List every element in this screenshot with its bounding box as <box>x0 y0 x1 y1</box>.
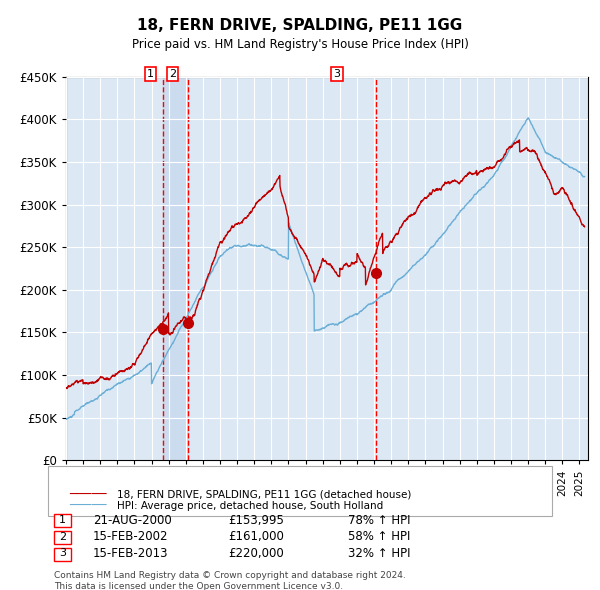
Text: 78% ↑ HPI: 78% ↑ HPI <box>348 514 410 527</box>
Text: Price paid vs. HM Land Registry's House Price Index (HPI): Price paid vs. HM Land Registry's House … <box>131 38 469 51</box>
Text: 3: 3 <box>59 549 66 558</box>
Text: 32% ↑ HPI: 32% ↑ HPI <box>348 547 410 560</box>
Text: 1: 1 <box>147 69 154 78</box>
Text: Contains HM Land Registry data © Crown copyright and database right 2024.
This d: Contains HM Land Registry data © Crown c… <box>54 571 406 590</box>
Text: ─────: ───── <box>69 499 107 512</box>
Bar <box>163 77 188 460</box>
Text: 1: 1 <box>59 516 66 525</box>
Text: 18, FERN DRIVE, SPALDING, PE11 1GG (detached house): 18, FERN DRIVE, SPALDING, PE11 1GG (deta… <box>117 490 412 499</box>
Text: £153,995: £153,995 <box>228 514 284 527</box>
Text: 2: 2 <box>59 532 66 542</box>
Text: 15-FEB-2002: 15-FEB-2002 <box>93 530 169 543</box>
Text: ─────: ───── <box>69 488 107 501</box>
Text: 3: 3 <box>334 69 340 78</box>
Text: 21-AUG-2000: 21-AUG-2000 <box>93 514 172 527</box>
Text: HPI: Average price, detached house, South Holland: HPI: Average price, detached house, Sout… <box>117 501 383 510</box>
Text: 18, FERN DRIVE, SPALDING, PE11 1GG: 18, FERN DRIVE, SPALDING, PE11 1GG <box>137 18 463 32</box>
Text: £161,000: £161,000 <box>228 530 284 543</box>
Text: 58% ↑ HPI: 58% ↑ HPI <box>348 530 410 543</box>
Text: 2: 2 <box>169 69 176 78</box>
Text: £220,000: £220,000 <box>228 547 284 560</box>
Text: 15-FEB-2013: 15-FEB-2013 <box>93 547 169 560</box>
